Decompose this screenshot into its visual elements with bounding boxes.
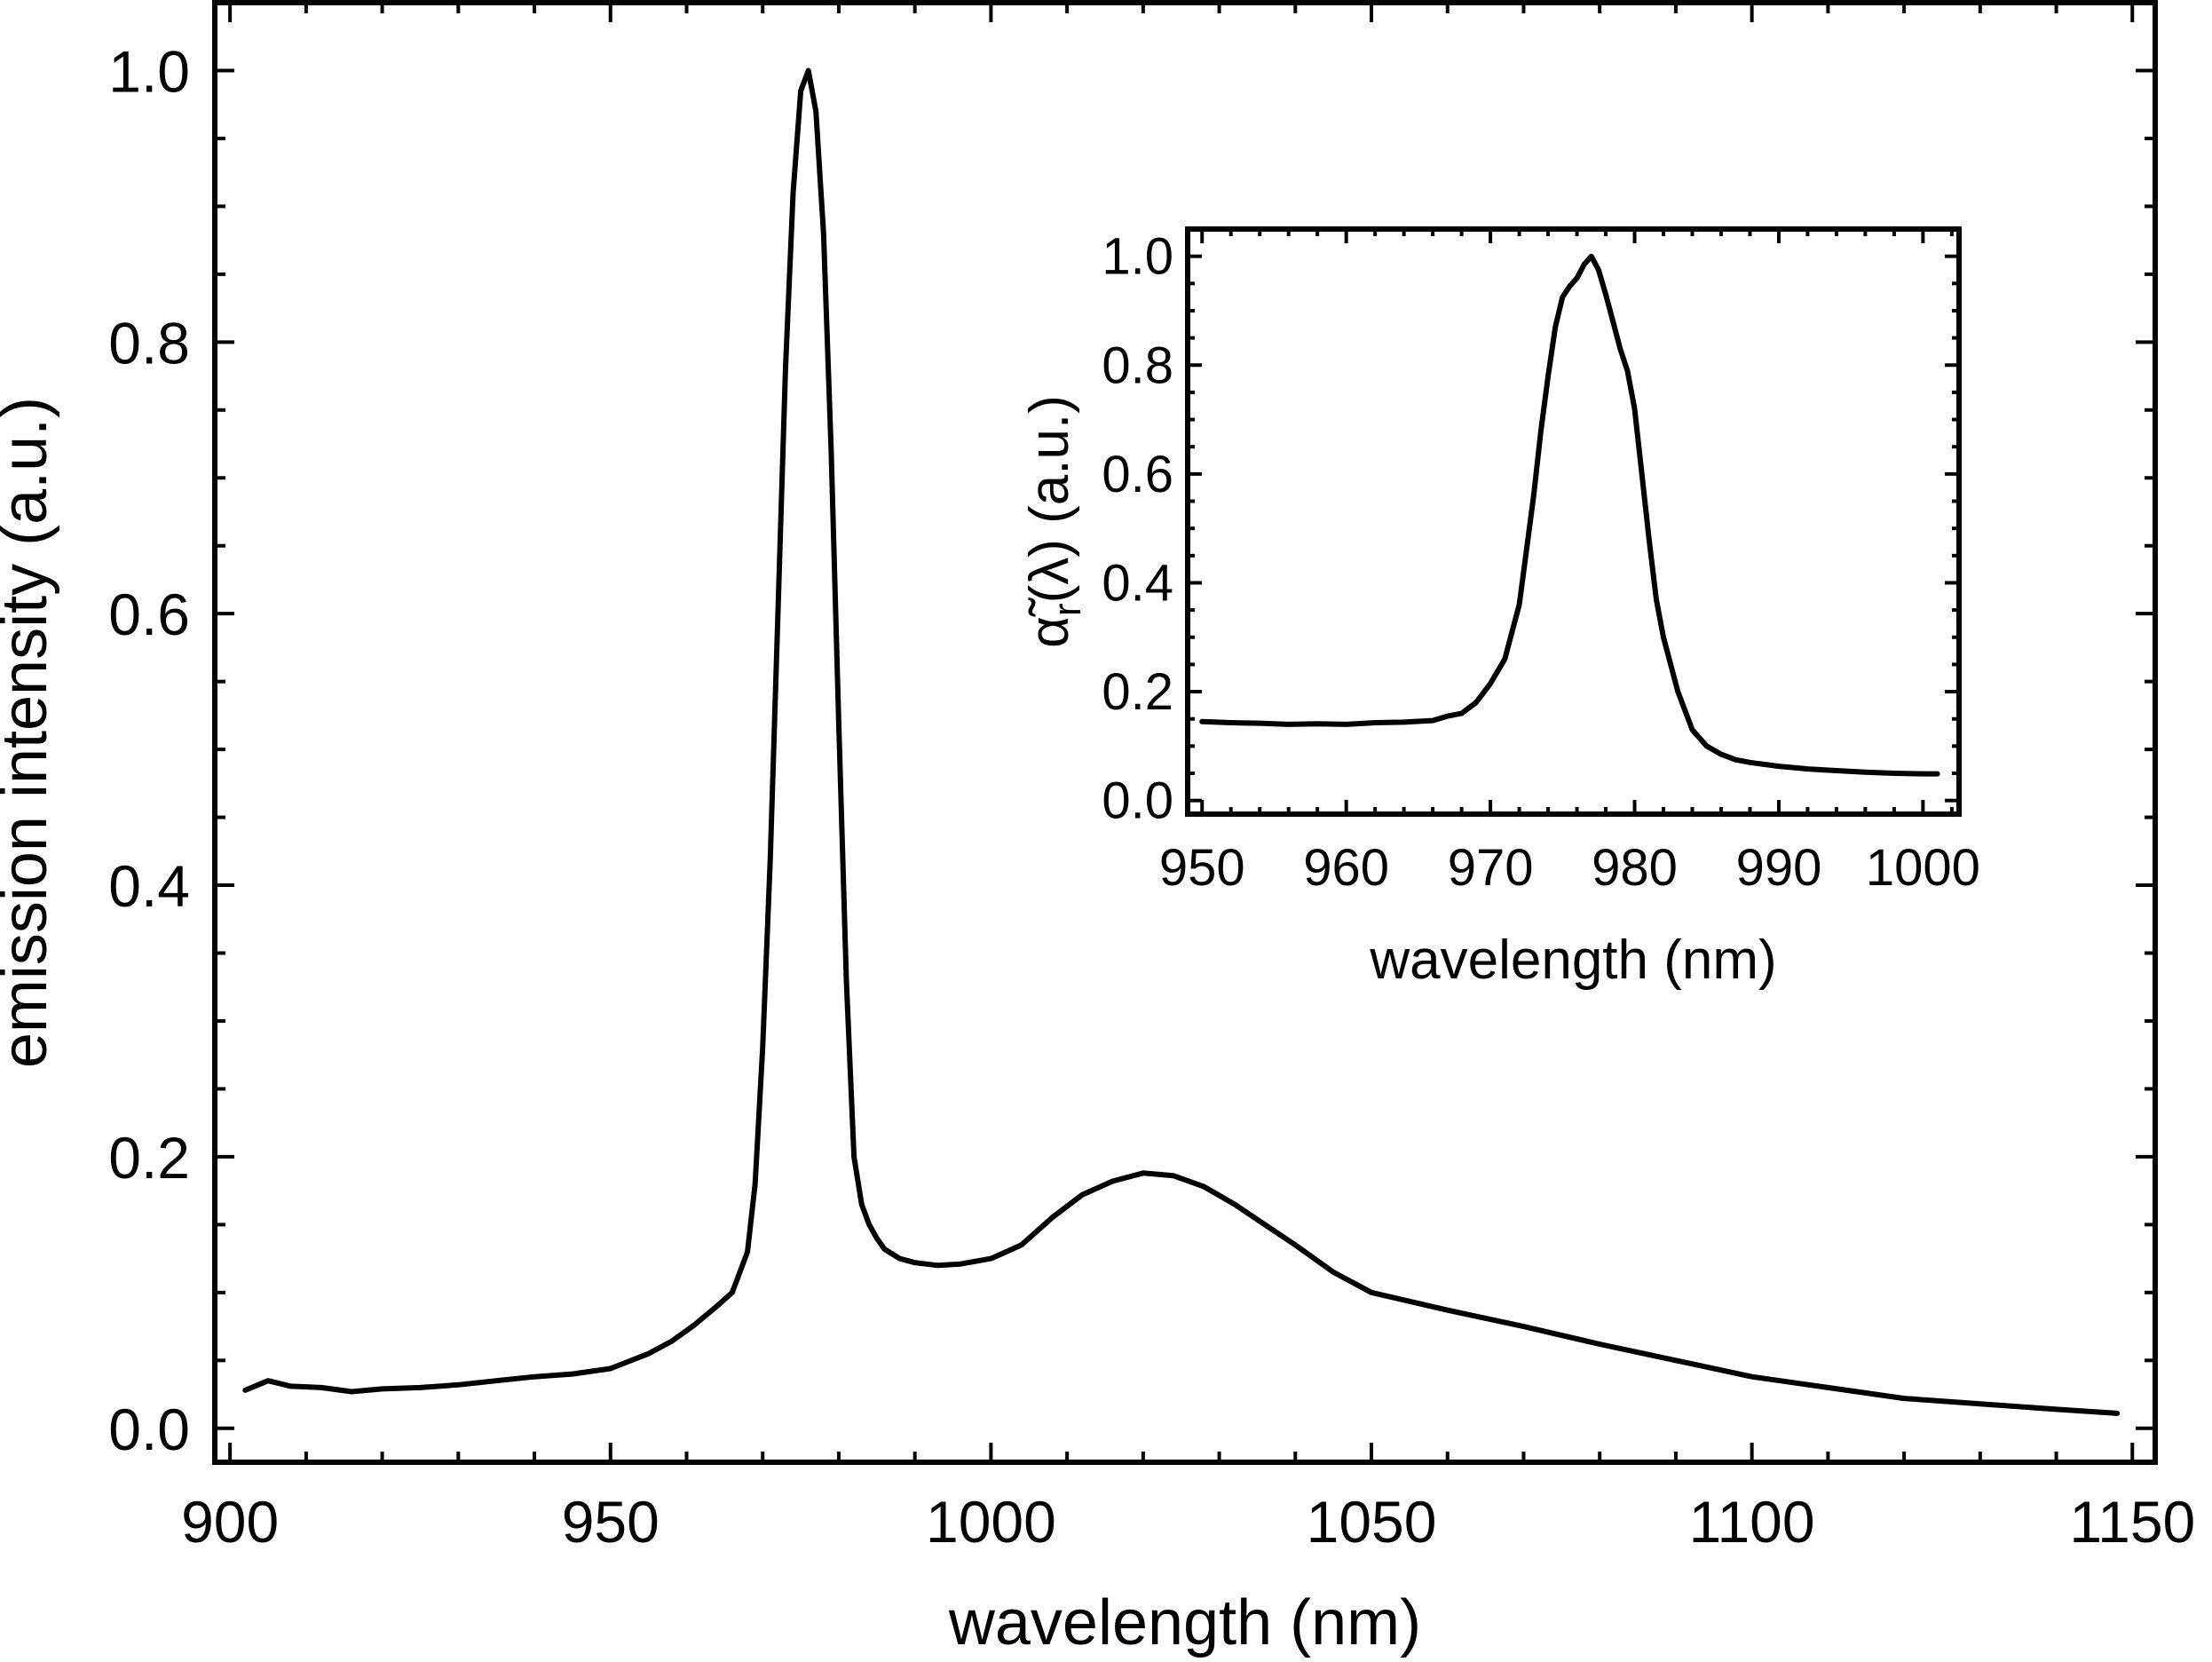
inset-y-axis-label: α̃r(λ) (a.u.) [1019, 395, 1089, 648]
inset-x-tick-label: 950 [1159, 839, 1245, 897]
main-y-tick-label: 0.0 [108, 1397, 190, 1462]
inset-y-tick-label: 0.8 [1102, 336, 1173, 394]
inset-plot-frame [1185, 226, 1962, 817]
main-y-tick-label: 0.6 [108, 582, 190, 647]
main-y-tick-label: 1.0 [108, 38, 190, 104]
inset-y-tick-label: 0.4 [1102, 554, 1173, 612]
inset-x-axis-label: wavelength (nm) [1369, 930, 1776, 991]
main-x-tick-label: 1000 [926, 1489, 1056, 1555]
inset-absorption-line [1199, 253, 1940, 777]
main-x-tick-label: 1150 [2069, 1489, 2195, 1555]
inset-x-tick-label: 980 [1592, 839, 1678, 897]
inset-x-tick-label: 1000 [1866, 839, 1980, 897]
main-x-tick-label: 900 [181, 1489, 279, 1555]
main-y-axis-label: emission intensity (a.u.) [0, 397, 60, 1068]
main-x-tick-label: 1100 [1689, 1489, 1815, 1555]
main-x-axis-label: wavelength (nm) [948, 1587, 1421, 1658]
inset-x-tick-label: 960 [1303, 839, 1389, 897]
inset-x-tick-label: 970 [1448, 839, 1534, 897]
main-y-tick-label: 0.4 [108, 853, 190, 919]
inset-ylabel-rest: (λ) (a.u.) [1019, 395, 1080, 603]
main-x-tick-label: 950 [562, 1489, 660, 1555]
inset-y-tick-label: 1.0 [1102, 228, 1173, 286]
main-x-tick-label: 1050 [1307, 1489, 1437, 1555]
main-plot-frame [212, 0, 2158, 1465]
inset-tick-labels: 950 960 970 980 990 1000 0.0 0.2 0.4 0.6 0.8 1.0 [1102, 228, 1980, 897]
inset-y-tick-label: 0.0 [1102, 772, 1173, 830]
inset-y-tick-label: 0.2 [1102, 663, 1173, 721]
inset-plot: 950 960 970 980 990 1000 0.0 0.2 0.4 0.6 0.8 1.0 wa… [1019, 226, 1980, 991]
main-tick-labels: 900 950 1000 1050 1100 1150 0.0 0.2 0.4 0.6 0.8 1.0 [108, 38, 2195, 1555]
inset-background [1188, 229, 1959, 814]
inset-x-tick-label: 990 [1736, 839, 1822, 897]
inset-ylabel-subscript: r [1046, 603, 1089, 616]
main-y-tick-label: 0.8 [108, 310, 190, 376]
inset-y-tick-label: 0.6 [1102, 446, 1173, 503]
main-y-tick-label: 0.2 [108, 1125, 190, 1191]
main-emission-line [242, 67, 2121, 1416]
